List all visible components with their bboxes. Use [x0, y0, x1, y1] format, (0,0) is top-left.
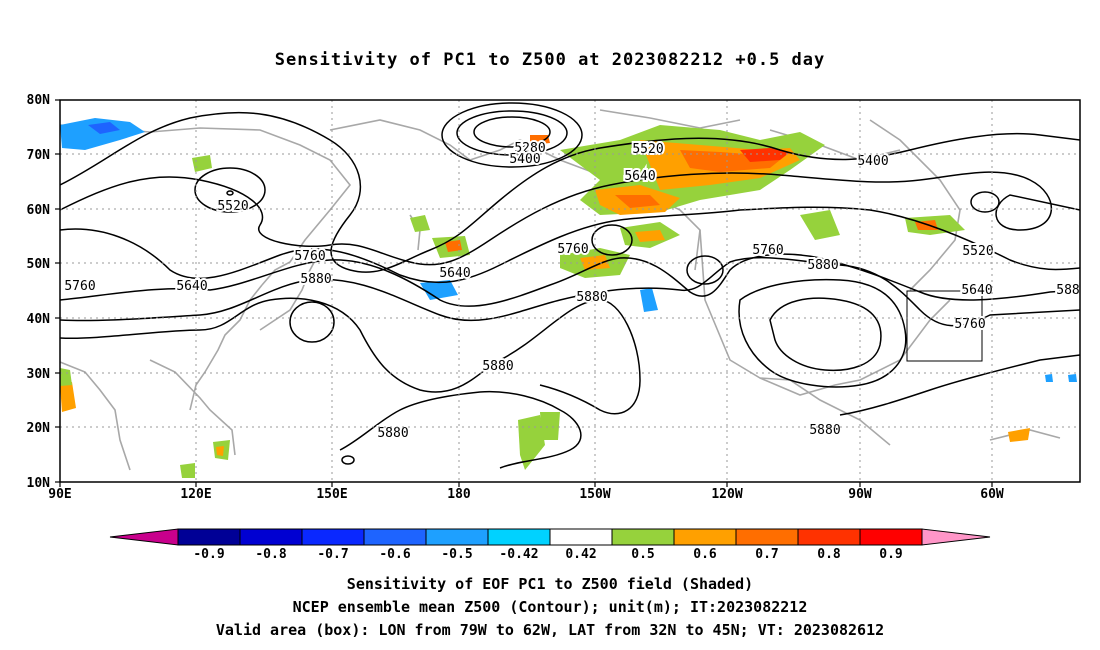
- lon-label: 180: [447, 487, 471, 502]
- caption-valid-area: Valid area (box): LON from 79W to 62W, L…: [215, 621, 885, 639]
- contour-label: 5280: [514, 141, 545, 156]
- contour-label: 5880: [809, 423, 840, 438]
- lon-label: 150E: [316, 487, 347, 502]
- contour-label: 5520: [217, 199, 248, 214]
- caption-contour: NCEP ensemble mean Z500 (Contour); unit(…: [292, 598, 808, 616]
- colorbar-label: -0.8: [255, 547, 286, 562]
- contour-label: 5880: [576, 290, 607, 305]
- contour-label: 5520: [962, 244, 993, 259]
- lat-label: 10N: [27, 476, 51, 491]
- colorbar-label: 0.42: [565, 547, 596, 562]
- colorbar-label: 0.9: [879, 547, 902, 562]
- contour-label: 5640: [439, 266, 470, 281]
- colorbar-swatch: [549, 528, 613, 546]
- sensitivity-shading: [60, 118, 1077, 478]
- contour-label: 5760: [294, 249, 325, 264]
- colorbar-label: 0.6: [693, 547, 717, 562]
- lat-label: 70N: [27, 148, 51, 163]
- contour-label: 5880: [300, 272, 331, 287]
- lon-label: 150W: [579, 487, 610, 502]
- colorbar-swatch: [363, 528, 427, 546]
- contour-label: 5760: [557, 242, 588, 257]
- contour-label: 5760: [954, 317, 985, 332]
- lat-label: 50N: [27, 257, 51, 272]
- contour-label: 5760: [64, 279, 95, 294]
- z500-contours: [60, 102, 1080, 469]
- lat-label: 60N: [27, 203, 51, 218]
- gridlines: [60, 100, 1080, 482]
- lat-label: 40N: [27, 312, 51, 327]
- contour-labels: 5280 5400 5520 5400 5640 5520 5520 5760 …: [62, 139, 1080, 443]
- lon-label: 90W: [848, 487, 872, 502]
- colorbar-label: 0.5: [631, 547, 654, 562]
- caption-shading: Sensitivity of EOF PC1 to Z500 field (Sh…: [346, 575, 754, 593]
- axis-ticks: [55, 99, 993, 487]
- lon-label: 90E: [48, 487, 71, 502]
- contour-label: 5880: [377, 426, 408, 441]
- colorbar-swatch: [425, 528, 489, 546]
- valid-area-box: [906, 290, 983, 362]
- colorbar-swatch: [611, 528, 675, 546]
- lon-label: 120W: [711, 487, 742, 502]
- lon-label: 120E: [180, 487, 211, 502]
- contour-label: 5640: [176, 279, 207, 294]
- contour-label: 5880: [807, 258, 838, 273]
- lat-label: 80N: [27, 93, 51, 108]
- contour-label: 5520: [632, 142, 663, 157]
- contour-label: 5640: [961, 283, 992, 298]
- map-frame: [59, 99, 1081, 483]
- colorbar-swatch: [735, 528, 799, 546]
- colorbar-swatch: [177, 528, 241, 546]
- lat-label: 20N: [27, 421, 51, 436]
- colorbar-label: -0.6: [379, 547, 410, 562]
- lon-label: 60W: [980, 487, 1004, 502]
- contour-label: 5640: [624, 169, 655, 184]
- sensitivity-map: 5280 5400 5520 5400 5640 5520 5520 5760 …: [27, 93, 1081, 562]
- colorbar-label: -0.42: [499, 547, 538, 562]
- contour-label: 5400: [857, 154, 888, 169]
- colorbar-swatch: [859, 528, 923, 546]
- colorbar-label: 0.7: [755, 547, 778, 562]
- contour-label: 5760: [752, 243, 783, 258]
- colorbar-swatch: [301, 528, 365, 546]
- colorbar-low-arrow: [109, 528, 179, 546]
- colorbar-label: -0.5: [441, 547, 472, 562]
- colorbar-label: -0.7: [317, 547, 348, 562]
- contour-label: 5880: [482, 359, 513, 374]
- colorbar-swatch: [673, 528, 737, 546]
- contour-label: 5400: [509, 152, 540, 167]
- contour-label: 588: [1056, 283, 1079, 298]
- plot-title: Sensitivity of PC1 to Z500 at 2023082212…: [274, 50, 826, 70]
- colorbar-swatch: [487, 528, 551, 546]
- colorbar-high-arrow: [921, 528, 991, 546]
- lat-label: 30N: [27, 367, 51, 382]
- colorbar-label: -0.9: [193, 547, 224, 562]
- colorbar-swatch: [797, 528, 861, 546]
- colorbar-label: 0.8: [817, 547, 841, 562]
- colorbar: -0.9 -0.8 -0.7 -0.6 -0.5 -0.42 0.42 0.5 0.6 0.7 0.…: [109, 528, 991, 562]
- colorbar-swatch: [239, 528, 303, 546]
